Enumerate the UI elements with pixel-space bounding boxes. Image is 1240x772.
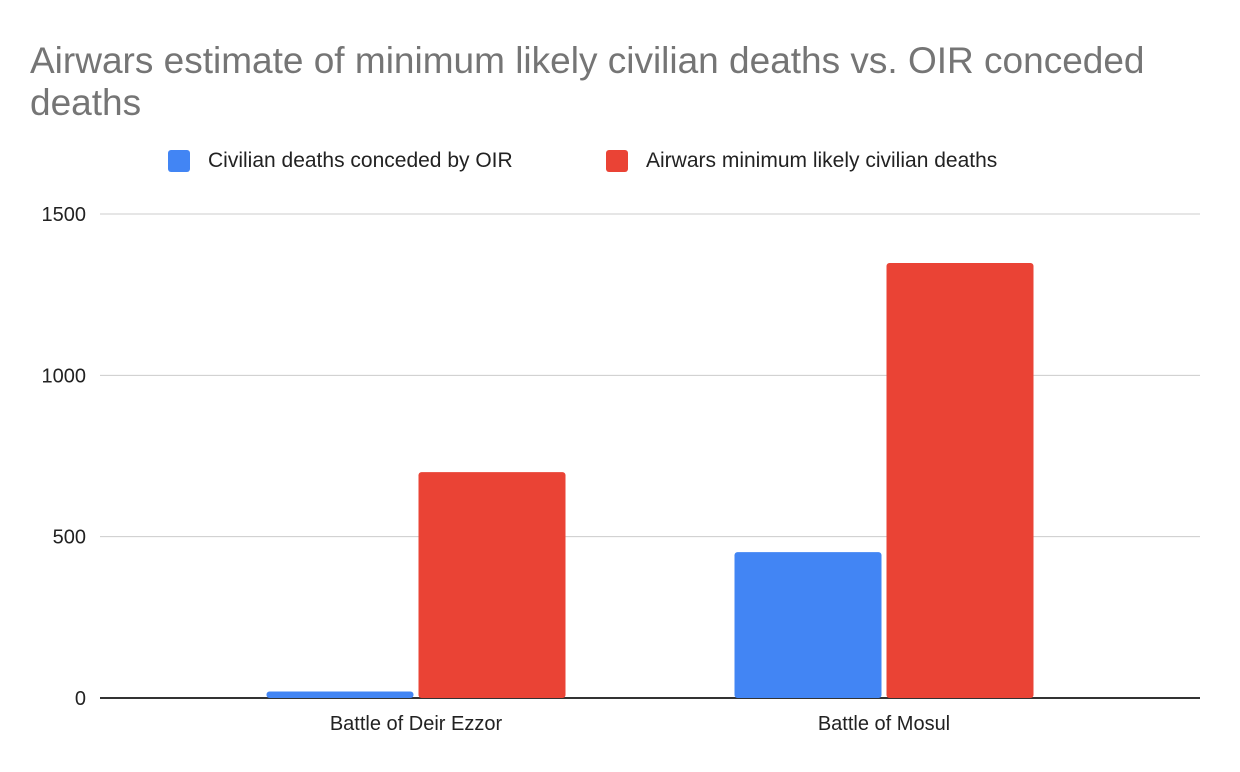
bar-oir: [266, 691, 414, 698]
bar-airwars: [886, 263, 1034, 698]
y-tick-label: 0: [75, 688, 86, 710]
legend-label: Airwars minimum likely civilian deaths: [646, 149, 998, 172]
x-tick-label: Battle of Deir Ezzor: [330, 713, 503, 735]
legend-item-airwars: Airwars minimum likely civilian deaths: [606, 149, 997, 173]
x-tick-label: Battle of Mosul: [818, 713, 950, 735]
y-tick-label: 1000: [42, 365, 87, 387]
legend-swatch: [168, 150, 190, 172]
legend-label: Civilian deaths conceded by OIR: [208, 149, 513, 172]
legend-swatch: [606, 150, 628, 172]
legend-item-oir: Civilian deaths conceded by OIR: [168, 149, 513, 173]
bar-oir: [734, 552, 882, 698]
y-tick-label: 1500: [42, 204, 87, 226]
bar-airwars: [418, 472, 566, 698]
chart-title: Airwars estimate of minimum likely civil…: [30, 40, 1145, 123]
y-tick-label: 500: [53, 527, 86, 549]
